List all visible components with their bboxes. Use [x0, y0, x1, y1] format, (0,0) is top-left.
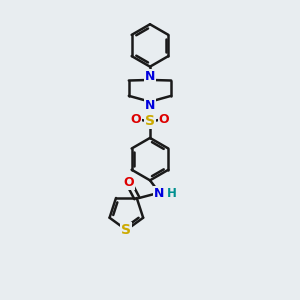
Text: S: S [122, 223, 131, 237]
Text: N: N [154, 187, 164, 200]
Text: N: N [145, 99, 155, 112]
Text: H: H [167, 187, 177, 200]
Text: S: S [145, 114, 155, 128]
Text: O: O [159, 113, 170, 126]
Text: O: O [124, 176, 134, 189]
Text: O: O [130, 113, 141, 126]
Text: N: N [145, 70, 155, 83]
